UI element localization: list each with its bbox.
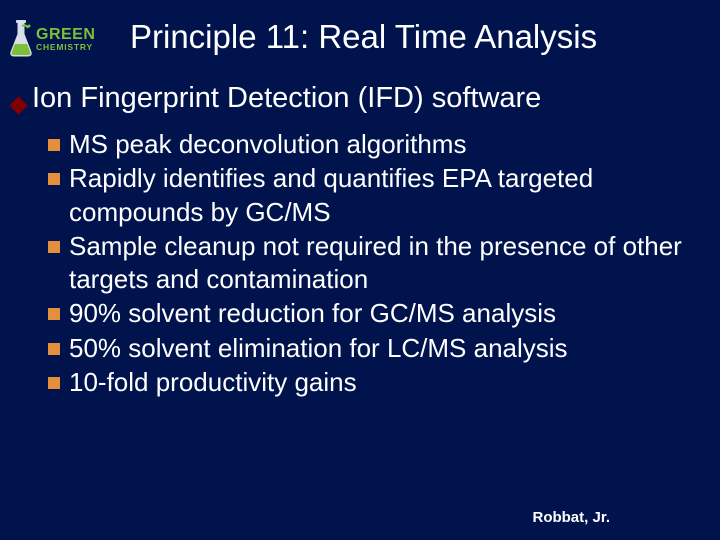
- list-item: 90% solvent reduction for GC/MS analysis: [48, 297, 700, 330]
- main-bullet: Ion Fingerprint Detection (IFD) software: [12, 82, 541, 115]
- logo-text: GREEN CHEMISTRY: [36, 27, 95, 52]
- sub-item-text: 10-fold productivity gains: [69, 366, 700, 399]
- square-bullet-icon: [48, 308, 60, 320]
- sub-item-text: Rapidly identifies and quantifies EPA ta…: [69, 162, 700, 229]
- list-item: MS peak deconvolution algorithms: [48, 128, 700, 161]
- square-bullet-icon: [48, 343, 60, 355]
- diamond-bullet-icon: [9, 96, 27, 114]
- square-bullet-icon: [48, 139, 60, 151]
- footer-author: Robbat, Jr.: [532, 509, 610, 526]
- list-item: Sample cleanup not required in the prese…: [48, 230, 700, 297]
- sub-item-text: MS peak deconvolution algorithms: [69, 128, 700, 161]
- green-chemistry-logo: GREEN CHEMISTRY: [8, 20, 95, 58]
- logo-line1: GREEN: [36, 27, 95, 43]
- sub-item-text: 50% solvent elimination for LC/MS analys…: [69, 332, 700, 365]
- slide-title: Principle 11: Real Time Analysis: [130, 18, 597, 56]
- list-item: 10-fold productivity gains: [48, 366, 700, 399]
- sub-item-text: 90% solvent reduction for GC/MS analysis: [69, 297, 700, 330]
- sub-item-text: Sample cleanup not required in the prese…: [69, 230, 700, 297]
- square-bullet-icon: [48, 173, 60, 185]
- flask-icon: [8, 20, 34, 58]
- main-bullet-text: Ion Fingerprint Detection (IFD) software: [32, 82, 541, 115]
- list-item: 50% solvent elimination for LC/MS analys…: [48, 332, 700, 365]
- square-bullet-icon: [48, 377, 60, 389]
- square-bullet-icon: [48, 241, 60, 253]
- sub-bullet-list: MS peak deconvolution algorithms Rapidly…: [48, 128, 700, 400]
- logo-line2: CHEMISTRY: [36, 43, 95, 52]
- list-item: Rapidly identifies and quantifies EPA ta…: [48, 162, 700, 229]
